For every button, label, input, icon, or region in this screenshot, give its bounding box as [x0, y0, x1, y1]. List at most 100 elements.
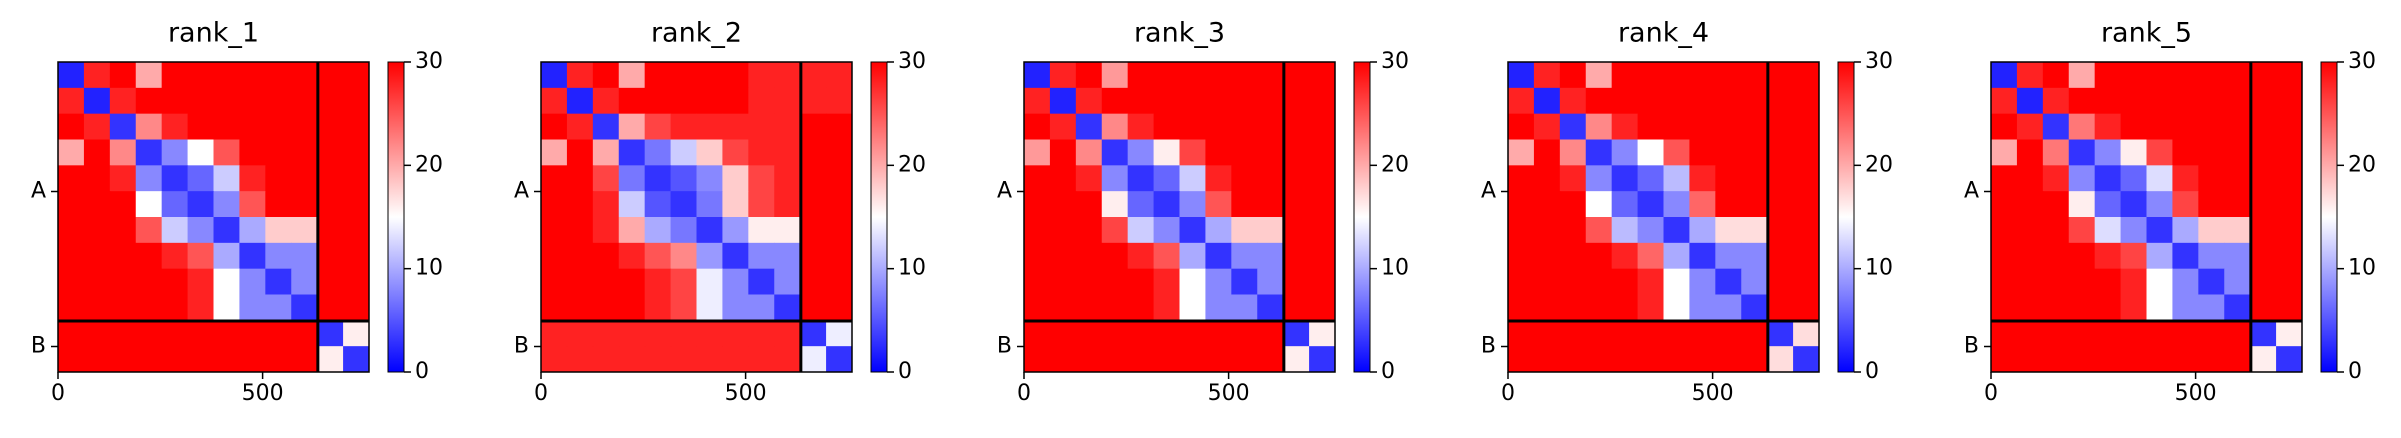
heatmap-cell [58, 346, 85, 373]
heatmap-cell [1205, 268, 1232, 295]
heatmap-cell [722, 165, 749, 192]
heatmap-cell [1153, 87, 1180, 115]
heatmap-cell [566, 346, 594, 373]
heatmap-cell [161, 87, 189, 115]
x-tick-label: 500 [1208, 381, 1250, 406]
heatmap-cell [1049, 320, 1077, 347]
colorbar-tick-label: 20 [1865, 152, 1893, 177]
heatmap-cell [1231, 113, 1258, 140]
heatmap-cell [1585, 87, 1613, 115]
heatmap-cell [2094, 346, 2122, 373]
heatmap-cell [135, 113, 163, 140]
heatmap-cell [1075, 62, 1103, 89]
heatmap-cell [748, 139, 775, 166]
heatmap-cell [1508, 294, 1535, 321]
x-tick-label: 0 [1017, 381, 1031, 406]
heatmap-cell [343, 294, 370, 321]
heatmap-cell [826, 165, 853, 192]
heatmap-cell [109, 346, 137, 373]
heatmap-cell [343, 217, 370, 244]
heatmap-cell [1533, 87, 1561, 115]
heatmap-cell [317, 217, 344, 244]
heatmap-cell [1127, 62, 1155, 89]
heatmap-cell [1309, 242, 1336, 270]
heatmap-cell [1049, 346, 1077, 373]
heatmap-cell [1715, 294, 1742, 321]
heatmap-cell [1991, 268, 2018, 295]
heatmap-cell [1153, 346, 1180, 373]
heatmap-cell [1205, 242, 1232, 270]
heatmap-cell [826, 87, 853, 115]
heatmap-cell [800, 242, 827, 270]
heatmap-cell [774, 87, 801, 115]
colorbar-tick-label: 10 [1865, 256, 1893, 281]
heatmap-cell [2094, 165, 2122, 192]
heatmap-cell [1991, 294, 2018, 321]
heatmap-cell [83, 87, 111, 115]
heatmap-cell [1049, 62, 1077, 89]
heatmap-cell [2042, 242, 2070, 270]
heatmap-cell [748, 268, 775, 295]
x-tick-label: 500 [725, 381, 767, 406]
heatmap-cell [800, 113, 827, 140]
heatmap-cell [2042, 87, 2070, 115]
heatmap-cell [644, 113, 672, 140]
heatmap-cell [109, 242, 137, 270]
heatmap-cell [291, 268, 318, 295]
heatmap-cell [1049, 268, 1077, 295]
heatmap-cell [1127, 346, 1155, 373]
heatmap-cell [1024, 346, 1051, 373]
heatmap-cell [1257, 165, 1284, 192]
heatmap-cell [109, 191, 137, 218]
heatmap-cell [2146, 320, 2173, 347]
heatmap-cell [161, 62, 189, 89]
heatmap-cell [1127, 113, 1155, 140]
heatmap-cell [2068, 346, 2096, 373]
heatmap-cell [1689, 165, 1716, 192]
y-tick-label: A [31, 179, 46, 204]
heatmap-cell [1559, 139, 1587, 166]
heatmap-cell [1559, 294, 1587, 321]
heatmap-cell [1793, 320, 1820, 347]
heatmap-cell [2042, 320, 2070, 347]
heatmap-cell [1075, 294, 1103, 321]
heatmap-cell [826, 268, 853, 295]
heatmap-cell [1179, 268, 1206, 295]
heatmap-cell [748, 191, 775, 218]
heatmap-cell [1637, 217, 1664, 244]
colorbar-tick-label: 10 [2348, 256, 2376, 281]
heatmap-cell [291, 294, 318, 321]
heatmap-cell [1559, 113, 1587, 140]
heatmap-cell [2172, 87, 2199, 115]
heatmap-cell [2016, 139, 2044, 166]
heatmap-cell [2068, 320, 2096, 347]
heatmap-cell [1257, 191, 1284, 218]
plot-frame [1990, 61, 2303, 373]
heatmap-cell [2016, 62, 2044, 89]
heatmap-cell [1637, 191, 1664, 218]
heatmap-cell [109, 268, 137, 295]
heatmap-cell [1153, 294, 1180, 321]
colorbar [1837, 61, 1855, 373]
heatmap-cell [722, 268, 749, 295]
heatmap-cell [1231, 217, 1258, 244]
heatmap-cell [1231, 294, 1258, 321]
heatmap-cell [2250, 346, 2277, 373]
heatmap-cell [722, 346, 749, 373]
plot-frame [1023, 61, 1336, 373]
heatmap-cell [2068, 165, 2096, 192]
heatmap-cell [541, 191, 568, 218]
heatmap-cell [265, 242, 292, 270]
heatmap-cell [1101, 191, 1129, 218]
heatmap-cell [1283, 62, 1310, 89]
heatmap-cell [722, 294, 749, 321]
heatmap-cell [670, 242, 697, 270]
heatmap-cell [1179, 320, 1206, 347]
heatmap-cell [187, 320, 214, 347]
heatmap-cell [109, 139, 137, 166]
heatmap-cell [1205, 165, 1232, 192]
heatmap-cell [239, 268, 266, 295]
heatmap-cell [826, 346, 853, 373]
heatmap-cell [317, 87, 344, 115]
heatmap-cell [1257, 242, 1284, 270]
